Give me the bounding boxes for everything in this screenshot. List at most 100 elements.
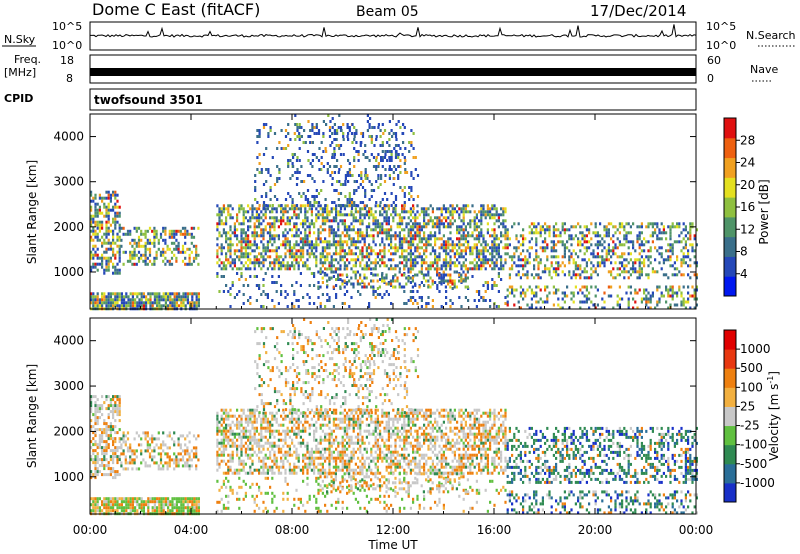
heatmap-cell [418, 296, 421, 299]
heatmap-cell [511, 285, 514, 289]
heatmap-cell [233, 228, 236, 232]
heatmap-cell [181, 244, 185, 248]
heatmap-cell [153, 226, 156, 230]
heatmap-cell [618, 261, 621, 265]
heatmap-cell [442, 249, 445, 253]
heatmap-cell [94, 461, 97, 465]
heatmap-cell [464, 225, 467, 229]
heatmap-cell [594, 267, 597, 271]
heatmap-cell [227, 468, 230, 472]
heatmap-cell [105, 497, 108, 501]
heatmap-cell [403, 204, 406, 207]
heatmap-cell [90, 473, 93, 477]
heatmap-cell [220, 210, 223, 214]
heatmap-cell [98, 470, 101, 474]
heatmap-cell [398, 234, 401, 238]
heatmap-cell [480, 243, 483, 247]
heatmap-cell [605, 255, 608, 259]
heatmap-cell [107, 202, 110, 206]
heatmap-cell [495, 219, 498, 223]
heatmap-cell [90, 458, 93, 462]
heatmap-cell [381, 123, 384, 126]
heatmap-cell [563, 300, 566, 304]
heatmap-cell [407, 234, 410, 238]
heatmap-cell [511, 258, 514, 262]
heatmap-cell [295, 243, 298, 247]
heatmap-cell [284, 246, 287, 250]
heatmap-cell [473, 243, 476, 247]
heatmap-cell [275, 255, 278, 259]
heatmap-cell [131, 497, 134, 501]
heatmap-cell [374, 222, 377, 226]
heatmap-cell [105, 434, 108, 438]
heatmap-cell [258, 171, 261, 174]
heatmap-cell [337, 144, 340, 147]
heatmap-cell [255, 261, 258, 265]
heatmap-cell [107, 226, 110, 230]
heatmap-cell [175, 295, 178, 299]
heatmap-cell [134, 497, 137, 501]
heatmap-cell [356, 270, 359, 274]
heatmap-cell [522, 267, 525, 271]
heatmap-cell [403, 201, 406, 204]
heatmap-cell [636, 306, 639, 310]
heatmap-cell [264, 216, 267, 220]
heatmap-cell [497, 252, 500, 256]
heatmap-cell [222, 435, 225, 439]
heatmap-cell [94, 467, 97, 471]
heatmap-cell [627, 303, 630, 307]
heatmap-cell [671, 288, 674, 292]
heatmap-cell [402, 141, 405, 144]
heatmap-cell [346, 123, 349, 126]
heatmap-cell [557, 267, 560, 271]
heatmap-cell [416, 204, 419, 208]
heatmap-cell [387, 228, 390, 232]
heatmap-cell [607, 222, 610, 226]
heatmap-cell [352, 282, 355, 286]
heatmap-cell [126, 449, 130, 453]
heatmap-cell [676, 303, 679, 307]
heatmap-cell [365, 264, 368, 268]
heatmap-cell [390, 228, 393, 232]
heatmap-cell [155, 250, 158, 254]
heatmap-cell [616, 228, 619, 232]
heatmap-cell [632, 297, 635, 301]
heatmap-cell [127, 497, 130, 501]
heatmap-cell [326, 293, 329, 296]
heatmap-cell [249, 216, 252, 220]
heatmap-cell [353, 126, 356, 129]
heatmap-cell [195, 497, 198, 501]
heatmap-cell [310, 210, 313, 214]
heatmap-cell [114, 407, 117, 411]
heatmap-cell [311, 195, 314, 198]
heatmap-cell [691, 246, 694, 250]
heatmap-cell [473, 267, 476, 271]
heatmap-cell [240, 417, 243, 421]
heatmap-cell [109, 304, 112, 308]
heatmap-cell [504, 246, 507, 250]
heatmap-cell [590, 243, 593, 247]
heatmap-cell [229, 423, 232, 427]
heatmap-cell [96, 292, 99, 296]
heatmap-cell [348, 129, 351, 132]
heatmap-cell [491, 204, 494, 208]
heatmap-cell [275, 258, 278, 262]
heatmap-cell [332, 216, 335, 220]
heatmap-cell [557, 255, 560, 259]
heatmap-cell [236, 272, 239, 275]
heatmap-cell [315, 195, 318, 198]
heatmap-cell [392, 279, 395, 283]
heatmap-cell [216, 450, 219, 454]
heatmap-cell [118, 395, 121, 399]
heatmap-cell [667, 225, 670, 229]
heatmap-cell [225, 284, 228, 287]
heatmap-cell [357, 150, 360, 153]
heatmap-cell [262, 204, 266, 207]
heatmap-cell [129, 461, 132, 465]
heatmap-cell [148, 455, 152, 459]
heatmap-cell [220, 213, 223, 217]
heatmap-cell [116, 404, 119, 408]
heatmap-cell [347, 132, 350, 135]
heatmap-cell [347, 180, 350, 183]
heatmap-cell [326, 204, 329, 208]
